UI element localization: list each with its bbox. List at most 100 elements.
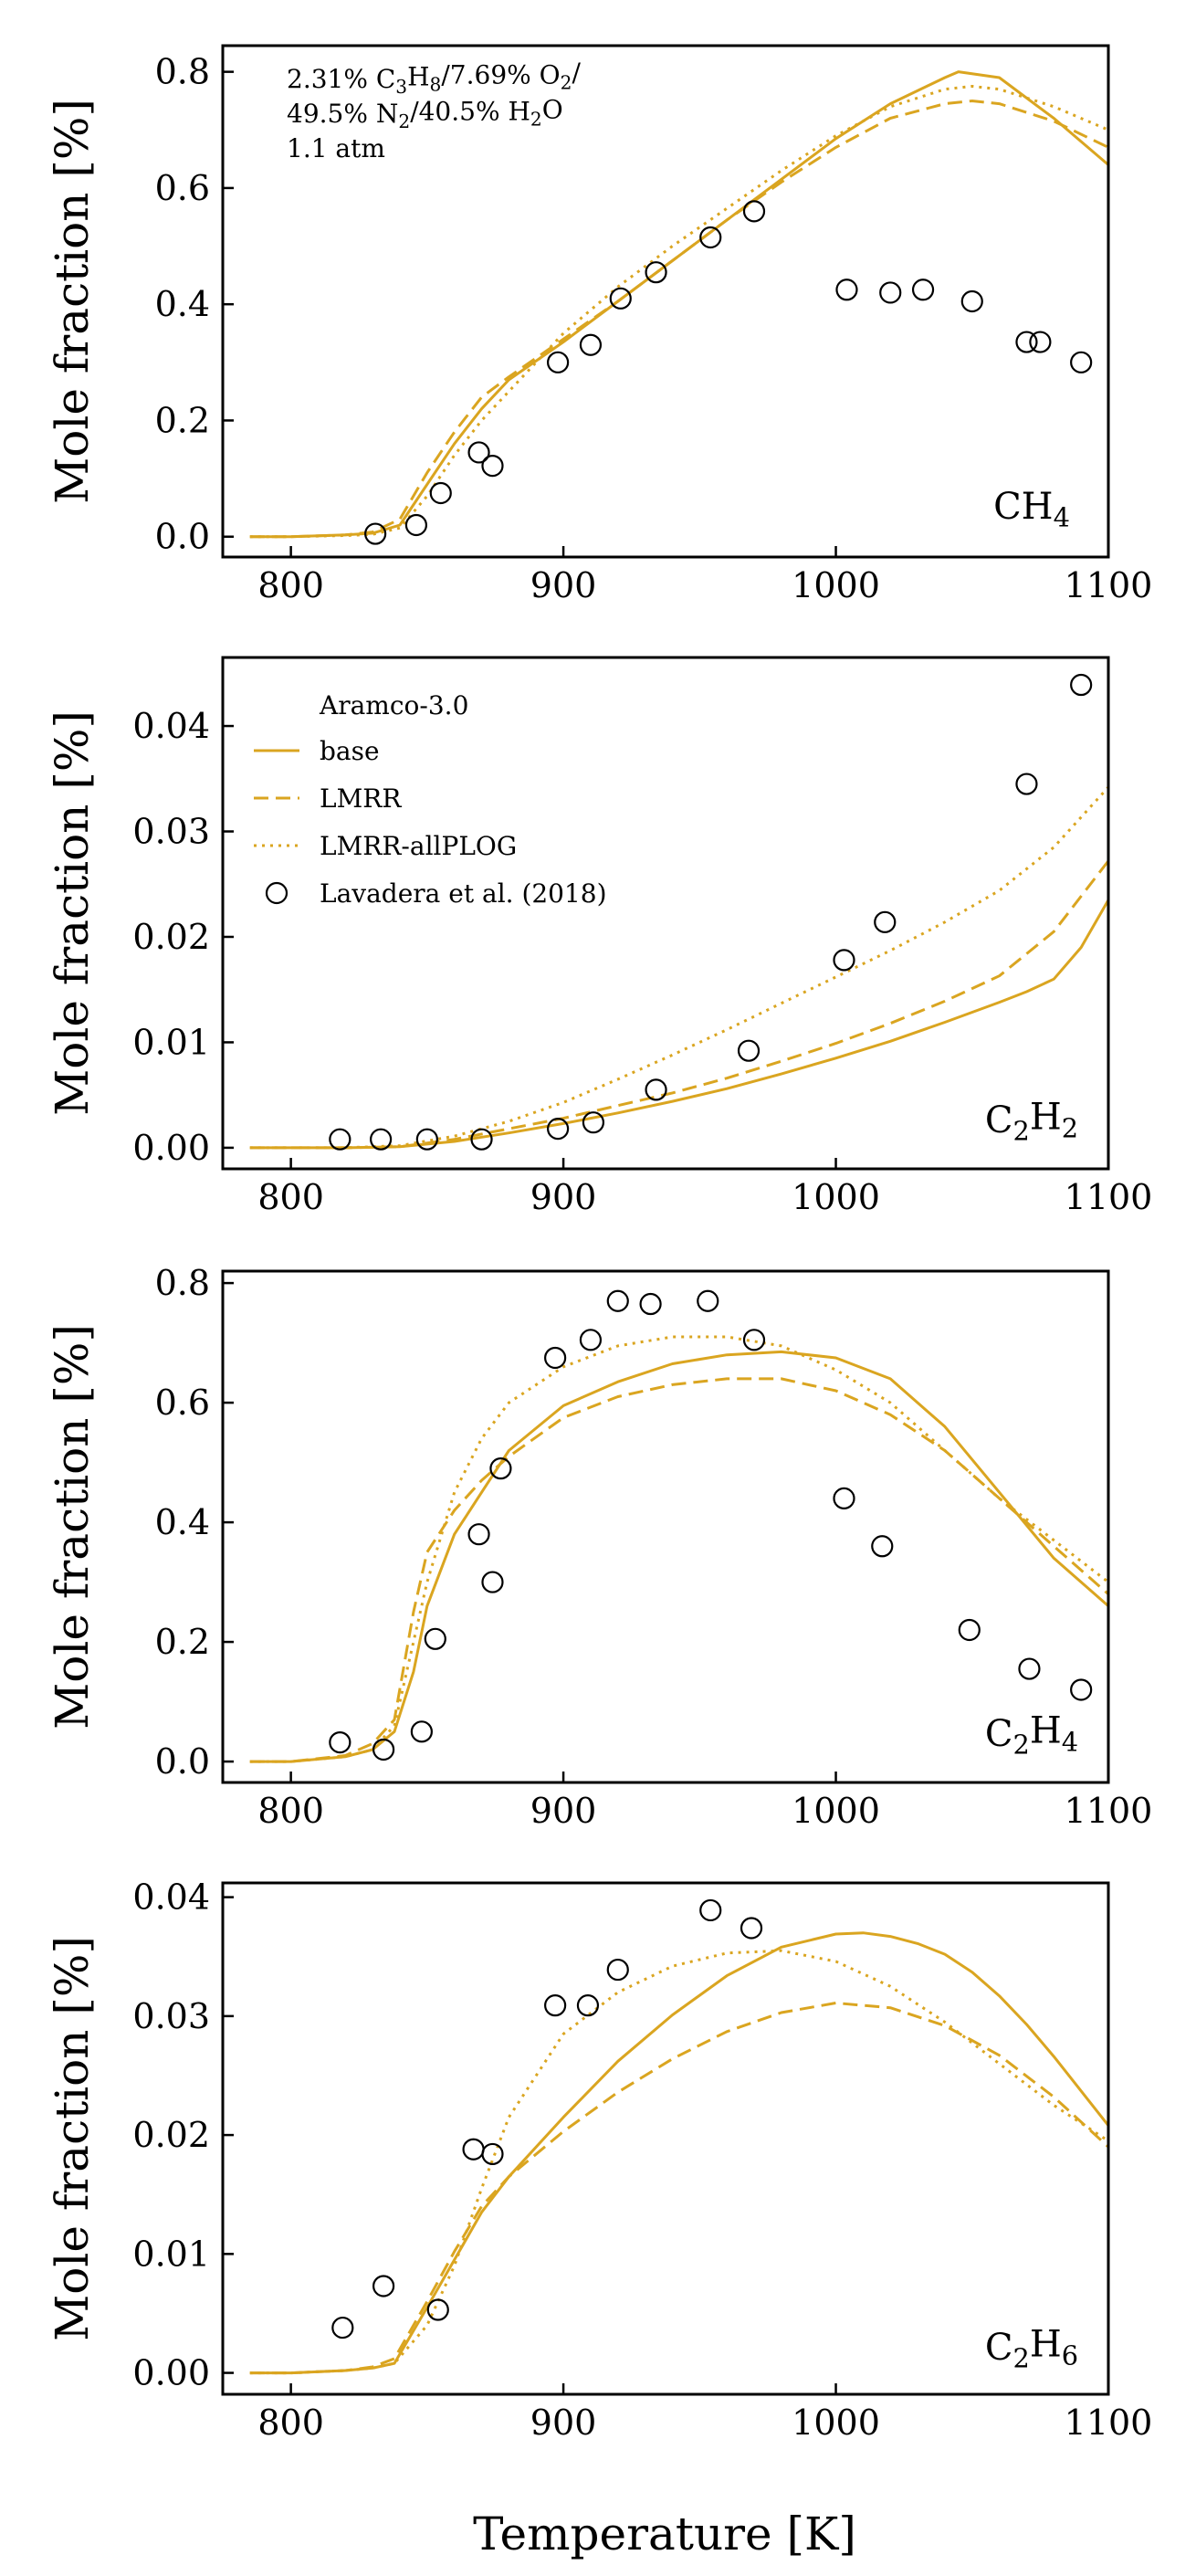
data-point-3-2 (372, 1738, 395, 1761)
data-point-3-16 (958, 1618, 981, 1642)
x-tick-label-1000: 1000 (792, 1791, 880, 1831)
series-lmrr-allplog-line-2 (249, 785, 1110, 1150)
data-point-1-8 (609, 287, 632, 310)
x-tick-label-1100: 1100 (1065, 565, 1153, 605)
data-point-3-8 (544, 1346, 567, 1370)
x-tick-label-1100: 1100 (1065, 1791, 1153, 1831)
legend-label-4: Lavadera et al. (2018) (320, 878, 607, 909)
data-point-4-8 (606, 1958, 629, 1982)
data-point-3-6 (481, 1571, 504, 1593)
data-point-3-3 (410, 1720, 433, 1743)
x-tick-label-1000: 1000 (792, 565, 880, 605)
panel-4: 800 900 1000 1100 0.00 0.01 0.02 0.03 0.04 Mole f… (46, 1877, 1152, 2443)
data-point-2-12 (1070, 673, 1093, 697)
data-point-1-9 (645, 261, 667, 284)
data-point-3-11 (639, 1292, 662, 1316)
data-point-1-2 (404, 513, 428, 537)
x-tick-label-800: 800 (257, 2403, 324, 2443)
data-point-1-11 (742, 200, 766, 223)
series-lmrr-allplog-line-3 (249, 1335, 1109, 1763)
data-point-1-14 (911, 279, 935, 301)
x-tick-label-1000: 1000 (792, 1177, 880, 1217)
data-point-2-11 (1015, 773, 1038, 795)
data-point-3-7 (489, 1457, 512, 1480)
data-point-1-17 (1029, 331, 1052, 353)
x-tick-label-800: 800 (257, 1791, 324, 1831)
data-point-2-3 (415, 1128, 438, 1151)
plot-frame-3 (221, 1269, 1110, 1784)
x-tick-label-1100: 1100 (1065, 1177, 1153, 1217)
data-point-3-18 (1070, 1678, 1093, 1701)
data-point-3-5 (467, 1523, 490, 1546)
series-base-line-2 (249, 899, 1110, 1150)
data-point-2-2 (370, 1128, 393, 1151)
plot-frame-4 (221, 1881, 1110, 2396)
series-lmrr-line-4 (249, 2002, 1110, 2375)
y-tick-label-1: 0.01 (132, 2234, 210, 2274)
y-tick-label-4: 0.04 (132, 706, 210, 746)
y-tick-label-4: 0.8 (155, 52, 210, 92)
y-tick-label-4: 0.8 (155, 1263, 210, 1303)
series-lmrr-line-1 (249, 100, 1109, 539)
species-label-4: C2H6 (985, 2324, 1078, 2374)
y-tick-label-3: 0.6 (155, 168, 210, 208)
species-label-1: CH4 (993, 486, 1070, 533)
series-base-line-4 (249, 1931, 1110, 2375)
data-point-4-4 (462, 2138, 485, 2161)
y-tick-label-2: 0.4 (155, 1502, 210, 1542)
data-point-3-9 (579, 1329, 603, 1351)
panel-1: 800 900 1000 1100 0.0 0.2 0.4 0.6 0.8 Mole fracti… (46, 44, 1153, 605)
y-tick-label-1: 0.2 (155, 1622, 210, 1662)
data-point-2-10 (874, 910, 897, 933)
data-point-3-15 (871, 1535, 894, 1558)
plot-frame-2 (221, 656, 1110, 1171)
data-point-3-10 (606, 1289, 629, 1312)
data-point-2-4 (470, 1128, 493, 1151)
legend-title: Aramco-3.0 (319, 690, 468, 720)
data-point-2-7 (645, 1078, 667, 1101)
series-lmrr-line-3 (249, 1377, 1109, 1763)
y-tick-label-0: 0.0 (155, 1741, 210, 1782)
data-point-4-1 (331, 2316, 354, 2339)
data-point-4-7 (576, 1994, 600, 2017)
data-point-1-7 (579, 333, 603, 356)
data-point-3-4 (424, 1627, 446, 1650)
panel-2: 800 900 1000 1100 0.00 0.01 0.02 0.03 0.04 Mole f… (46, 656, 1153, 1217)
x-tick-label-900: 900 (530, 1177, 597, 1217)
annotation-line-2: 49.5% N2/40.5% H2O (287, 94, 563, 132)
series-lmrr-allplog-line-1 (249, 85, 1109, 539)
data-point-2-6 (582, 1111, 605, 1134)
data-point-1-13 (879, 281, 902, 304)
plot-frame-1 (221, 44, 1110, 559)
legend: Aramco-3.0 base LMRR LMRR-allPLOG Lavadera e… (254, 690, 607, 909)
annotation-line-3: 1.1 atm (287, 133, 385, 163)
data-point-3-1 (329, 1731, 351, 1754)
species-label-2: C2H2 (985, 1097, 1078, 1147)
y-tick-label-2: 0.02 (132, 917, 210, 957)
y-tick-label-4: 0.04 (132, 1877, 210, 1918)
data-point-1-1 (364, 522, 387, 545)
y-tick-label-2: 0.4 (155, 284, 210, 324)
legend-label-3: LMRR-allPLOG (320, 831, 517, 861)
data-point-3-13 (742, 1329, 766, 1351)
y-tick-label-3: 0.03 (132, 812, 210, 852)
data-point-2-8 (737, 1039, 761, 1062)
x-tick-label-1000: 1000 (792, 2403, 880, 2443)
y-axis-title-4: Mole fraction [%] (46, 1936, 99, 2341)
y-axis-title-3: Mole fraction [%] (46, 1324, 99, 1730)
data-point-1-6 (547, 351, 570, 373)
y-tick-label-2: 0.02 (132, 2115, 210, 2155)
data-point-1-12 (835, 279, 858, 301)
x-axis-title: Temperature [K] (473, 2508, 856, 2560)
legend-label-1: base (320, 736, 380, 766)
data-point-4-9 (699, 1898, 722, 1922)
data-point-4-3 (426, 2298, 449, 2321)
y-tick-label-1: 0.01 (132, 1022, 210, 1062)
data-point-2-1 (329, 1128, 351, 1151)
x-tick-label-800: 800 (257, 1177, 324, 1217)
data-point-2-5 (547, 1118, 570, 1141)
data-point-4-5 (481, 2142, 504, 2166)
data-point-4-10 (740, 1917, 763, 1940)
panel-3: 800 900 1000 1100 0.0 0.2 0.4 0.6 0.8 Mole fracti… (46, 1263, 1152, 1831)
